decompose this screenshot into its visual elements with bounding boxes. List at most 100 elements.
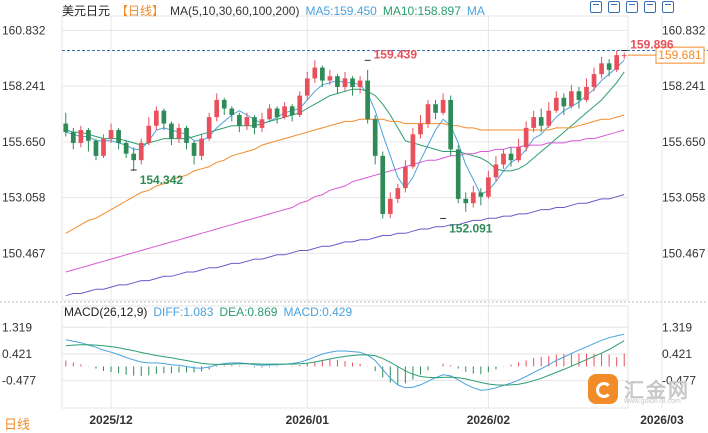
layout-icon[interactable] (608, 1, 620, 13)
candle-body (116, 130, 121, 143)
macd-title[interactable]: MACD(26,12,9) (64, 305, 148, 319)
candle (365, 69, 370, 124)
ma-settings-label[interactable]: MA(5,10,30,60,100,200) (170, 3, 300, 18)
candle-body (176, 127, 182, 139)
y-tick-label-right: 160.832 (662, 23, 706, 37)
candle-body (561, 97, 567, 107)
macd-header: MACD(26,12,9) DIFF:1.083 DEA:0.869 MACD:… (64, 305, 352, 319)
candle (440, 93, 446, 115)
candle-body (78, 130, 84, 143)
macd-y-tick-right: 1.319 (662, 320, 692, 334)
y-tick-label-right: 158.241 (662, 79, 706, 93)
candle-body (380, 155, 386, 214)
candle (380, 151, 386, 219)
candle (161, 108, 167, 131)
candle (93, 138, 99, 161)
candle (153, 106, 159, 131)
candle (320, 65, 325, 87)
macd-y-tick-right: 0.421 (662, 347, 692, 361)
candle (433, 99, 438, 120)
candle (576, 87, 582, 109)
candle-body (214, 99, 220, 118)
candle (553, 91, 559, 113)
macd-macd-value: MACD:0.429 (283, 305, 353, 319)
x-tick-label: 2026/02 (467, 413, 511, 427)
symbol-label: 美元日元 (62, 4, 111, 18)
candle (425, 99, 431, 128)
candle-body (169, 123, 174, 139)
candle-body (463, 198, 469, 204)
candle-body (395, 188, 401, 199)
candle (403, 160, 408, 193)
candle-body (584, 87, 589, 100)
candle (146, 117, 152, 146)
ma-more-value: MA (466, 3, 485, 18)
candle (455, 145, 461, 204)
refresh-icon[interactable] (662, 1, 674, 13)
candle (561, 93, 567, 115)
fullscreen-icon[interactable] (644, 1, 656, 13)
y-tick-label-left: 160.832 (2, 23, 46, 37)
candle (252, 114, 257, 135)
candle-body (312, 67, 318, 79)
candle-body (591, 74, 597, 87)
footer-timeframe-label[interactable]: 日线 (4, 417, 31, 432)
timeframe-label[interactable]: 【日线】 (116, 4, 165, 18)
ma-line-ma60 (65, 129, 625, 273)
candle-body (289, 106, 295, 115)
candle (486, 170, 491, 199)
settings-icon[interactable] (590, 1, 602, 13)
ma-line-ma30 (65, 114, 625, 234)
candle-body (191, 142, 197, 156)
candle (78, 125, 84, 148)
chart-header: 美元日元 【日线】 MA(5,10,30,60,100,200) MA5:159… (62, 2, 485, 19)
macd-dea-value: DEA:0.869 (219, 305, 278, 319)
candle (138, 138, 144, 165)
candle-body (259, 119, 265, 128)
candle (259, 112, 265, 133)
annotation-label: 152.091 (449, 221, 493, 235)
candle-body (531, 117, 537, 128)
candle (470, 185, 476, 208)
y-tick-label-left: 150.467 (2, 246, 46, 260)
candle-body (350, 78, 355, 87)
candle (584, 78, 589, 103)
candle (493, 155, 499, 182)
candle-body (327, 76, 333, 81)
candle (169, 121, 174, 146)
compare-icon[interactable] (626, 1, 638, 13)
candle-body (335, 76, 340, 87)
candle-body (365, 80, 370, 120)
candle-body (621, 55, 627, 57)
chart-toolbar (590, 1, 674, 13)
ma5-value: MA5:159.450 (305, 3, 377, 18)
candle-body (86, 130, 91, 141)
macd-dea-line (65, 340, 625, 386)
candle (531, 110, 537, 133)
candle (289, 104, 295, 122)
macd-y-tick-left: 1.319 (2, 320, 32, 334)
candle (357, 76, 363, 94)
candle (606, 59, 612, 77)
candle (101, 134, 106, 158)
candle-body (410, 134, 416, 167)
y-tick-label-left: 158.241 (2, 79, 46, 93)
annotation-label: 159.439 (374, 47, 418, 61)
candle-body (101, 138, 106, 156)
candle-body (516, 147, 521, 161)
candle-body (523, 127, 529, 148)
candle-body (70, 132, 76, 143)
candle (591, 67, 597, 92)
candle-body (63, 123, 69, 133)
candle (123, 140, 129, 158)
candle (221, 97, 227, 115)
candle-body (553, 97, 559, 111)
last-price-label: 159.681 (658, 48, 702, 62)
candle (516, 138, 521, 163)
candle-body (252, 117, 257, 128)
candle-body (538, 117, 544, 126)
candle (350, 76, 355, 96)
macd-y-tick-right: -0.477 (662, 374, 696, 388)
candle-body (93, 140, 99, 156)
